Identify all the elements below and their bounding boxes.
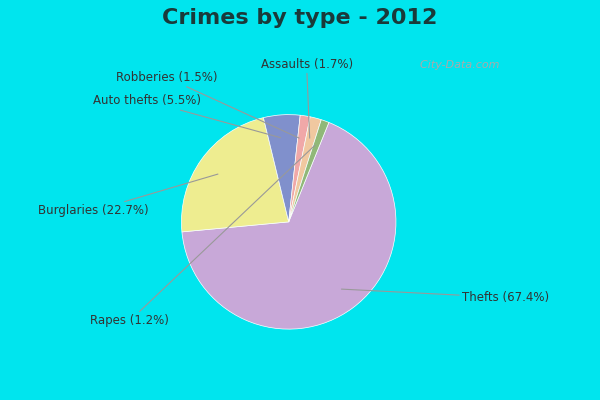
Wedge shape [182, 122, 396, 329]
Text: Rapes (1.2%): Rapes (1.2%) [90, 145, 315, 327]
Wedge shape [263, 115, 300, 222]
Text: Thefts (67.4%): Thefts (67.4%) [341, 289, 549, 304]
Wedge shape [181, 118, 289, 232]
Wedge shape [289, 115, 310, 222]
Text: Assaults (1.7%): Assaults (1.7%) [260, 58, 353, 138]
Text: Crimes by type - 2012: Crimes by type - 2012 [163, 8, 437, 28]
Text: Robberies (1.5%): Robberies (1.5%) [116, 71, 299, 138]
Text: City-Data.com: City-Data.com [413, 60, 499, 70]
Text: Auto thefts (5.5%): Auto thefts (5.5%) [93, 94, 281, 138]
Text: Burglaries (22.7%): Burglaries (22.7%) [38, 174, 218, 217]
Wedge shape [289, 120, 329, 222]
Wedge shape [289, 117, 321, 222]
